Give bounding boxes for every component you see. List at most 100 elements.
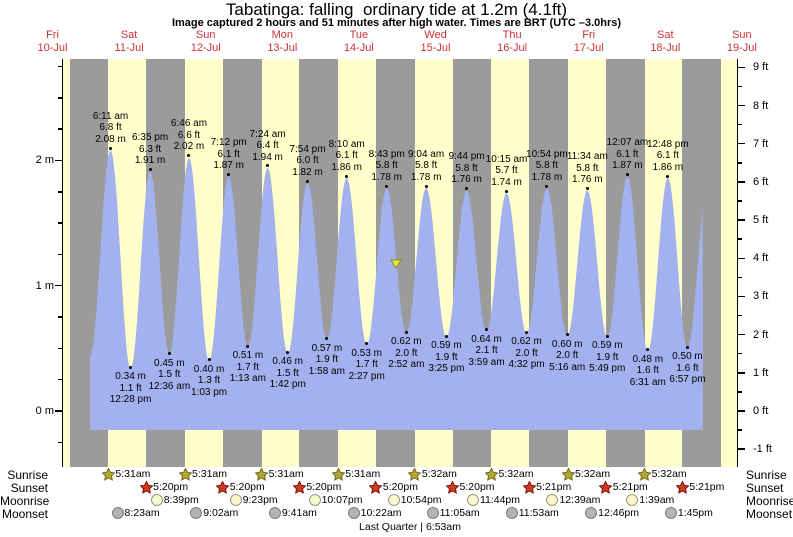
annotation-line: 2.08 m <box>95 133 126 145</box>
left-axis-line <box>61 59 63 467</box>
day-date: 16-Jul <box>497 42 528 54</box>
annotation-line: 0.45 m <box>154 357 185 369</box>
moonset-circle-icon <box>347 507 360 519</box>
left-axis-label: 2 m <box>35 154 54 167</box>
high-tide-annotation: 6:11 am 6.8 ft 2.08 m <box>93 111 128 146</box>
moonset-circle-icon <box>426 507 439 519</box>
high-tide-dot <box>424 184 428 188</box>
annotation-line: 1.86 m <box>331 161 362 173</box>
moonrise-circle-icon <box>229 494 242 506</box>
annotation-line: 4:32 pm <box>508 359 545 371</box>
moonrise-circle-icon <box>626 494 639 506</box>
sunset-time: 5:20pm <box>229 481 265 493</box>
sunset-row-label-left: Sunset <box>10 481 48 495</box>
moonset-time: 11:05am <box>439 507 480 519</box>
low-tide-annotation: 0.62 m 2.0 ft 4:32 pm <box>508 336 544 371</box>
right-axis-tick <box>738 162 742 164</box>
right-axis-label: 4 ft <box>753 252 769 265</box>
annotation-line: 6.1 ft <box>656 150 679 162</box>
annotation-line: 10:15 am <box>485 153 528 165</box>
left-axis-tick <box>58 97 62 99</box>
sunset-time: 5:21pm <box>612 481 648 493</box>
high-tide-dot <box>109 146 113 150</box>
annotation-line: 6.1 ft <box>217 148 240 160</box>
annotation-line: 1:03 pm <box>190 386 228 398</box>
high-tide-annotation: 10:54 pm 5.8 ft 1.78 m <box>526 149 568 184</box>
day-date: 17-Jul <box>573 42 604 54</box>
low-tide-dot <box>685 345 689 349</box>
high-tide-annotation: 10:15 am 5.7 ft 1.74 m <box>486 154 528 189</box>
annotation-line: 5.8 ft <box>455 162 478 174</box>
right-axis-tick <box>738 295 745 298</box>
annotation-line: 1.82 m <box>292 166 323 178</box>
left-axis-tick <box>58 191 62 193</box>
annotation-line: 1.6 ft <box>676 362 699 374</box>
low-tide-dot <box>286 350 290 354</box>
right-axis-label: 0 ft <box>753 405 769 417</box>
right-axis-label: 3 ft <box>753 290 769 303</box>
low-tide-annotation: 0.62 m 2.0 ft 2:52 am <box>388 336 424 371</box>
annotation-line: 1.86 m <box>652 161 684 173</box>
day-name: Fri <box>46 29 59 41</box>
moonset-time: 11:53am <box>518 507 559 519</box>
moonrise-circle-icon <box>546 494 559 506</box>
right-axis-tick <box>738 429 742 431</box>
sunrise-star-icon <box>407 466 422 486</box>
low-tide-annotation: 0.59 m 1.9 ft 3:25 pm <box>428 340 464 375</box>
annotation-line: 3:59 am <box>468 356 505 368</box>
annotation-line: 5.7 ft <box>495 165 518 177</box>
high-tide-dot <box>385 184 389 188</box>
moonrise-circle-icon <box>150 494 163 506</box>
annotation-line: 1.87 m <box>213 160 244 172</box>
date-label: Mon 13-Jul <box>267 29 297 55</box>
sunrise-time: 5:32am <box>498 468 534 480</box>
date-label: Sun 19-Jul <box>727 29 757 55</box>
date-label: Sat 18-Jul <box>650 29 680 55</box>
moonset-time: 9:02am <box>203 507 239 519</box>
moonrise-row-label-right: Moonrise <box>746 494 793 508</box>
moonrise-time: 8:39pm <box>163 494 199 506</box>
annotation-line: 1.3 ft <box>197 375 221 387</box>
right-axis-tick <box>738 238 742 240</box>
annotation-line: 1:13 am <box>229 373 266 385</box>
annotation-line: 6.0 ft <box>296 155 319 167</box>
daylight-band <box>721 59 737 467</box>
annotation-line: 0.50 m <box>672 351 703 363</box>
date-label: Sat 11-Jul <box>115 29 144 55</box>
right-axis-label: 8 ft <box>753 99 769 112</box>
moonset-circle-icon <box>190 507 203 519</box>
left-axis-label: 0 m <box>35 405 54 417</box>
sunset-time: 5:20pm <box>306 481 342 493</box>
low-tide-annotation: 0.60 m 2.0 ft 5:16 am <box>549 339 585 374</box>
sunrise-star-icon <box>637 466 652 486</box>
low-tide-annotation: 0.51 m 1.7 ft 1:13 am <box>230 350 266 385</box>
moonrise-time: 10:54pm <box>400 494 442 506</box>
low-tide-annotation: 0.34 m 1.1 ft 12:28 pm <box>110 371 152 406</box>
high-tide-dot <box>306 179 309 183</box>
annotation-line: 5.8 ft <box>375 160 398 172</box>
sunset-star-icon <box>675 479 690 499</box>
annotation-line: 6.8 ft <box>99 122 122 134</box>
daylight-band <box>63 59 70 467</box>
moonrise-time: 9:23pm <box>242 494 278 506</box>
low-tide-annotation: 0.46 m 1.5 ft 1:42 pm <box>270 356 306 391</box>
sunset-time: 5:20pm <box>382 481 418 493</box>
annotation-line: 1.74 m <box>491 176 522 188</box>
moonset-time: 12:46pm <box>598 507 640 519</box>
sunset-star-icon <box>445 479 460 499</box>
annotation-line: 8:43 pm <box>368 148 405 160</box>
low-tide-annotation: 0.40 m 1.3 ft 1:03 pm <box>191 364 227 399</box>
day-date: 14-Jul <box>343 42 374 54</box>
right-axis-tick <box>738 314 742 317</box>
annotation-line: 0.59 m <box>591 340 623 352</box>
annotation-line: 9:04 am <box>408 148 445 160</box>
sunset-time: 5:20pm <box>459 481 495 493</box>
sunset-time: 5:21pm <box>689 481 725 493</box>
sunset-row-label-right: Sunset <box>746 481 784 495</box>
right-axis-tick <box>738 391 742 393</box>
sunset-star-icon <box>368 479 384 499</box>
plot-area <box>63 59 737 467</box>
day-name: Sun <box>732 29 752 41</box>
left-axis-tick <box>55 159 62 162</box>
left-axis-tick <box>58 441 62 444</box>
